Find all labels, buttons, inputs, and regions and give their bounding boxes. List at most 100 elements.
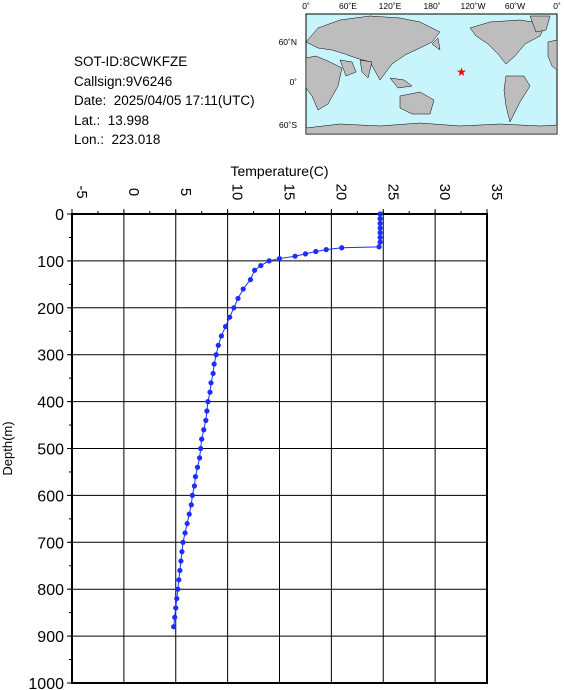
y-tick-label: 600 — [37, 488, 64, 505]
profile-point — [207, 389, 213, 395]
temperature-profile-series — [171, 211, 383, 630]
profile-point — [210, 370, 216, 377]
greenland-landmass — [529, 15, 551, 33]
profile-point — [204, 408, 210, 414]
y-axis-ticks: 0 100 200 300 400 500 600 700 800 900 1000 — [28, 207, 72, 690]
profile-point — [292, 253, 298, 259]
profile-point — [203, 417, 209, 423]
y-tick-label: 1000 — [28, 676, 64, 690]
profile-point — [213, 352, 219, 358]
x-axis-ticks: -5 0 5 10 15 20 25 30 35 — [71, 184, 505, 214]
sot-id-text: SOT-ID:8CWKFZE — [74, 54, 188, 69]
india-landmass — [359, 59, 373, 79]
profile-point — [231, 305, 237, 311]
profile-point — [197, 455, 203, 461]
map-lat-tick: 0˚ — [289, 77, 297, 87]
profile-point — [180, 539, 186, 545]
north-america-landmass — [469, 19, 547, 65]
profile-point — [247, 277, 254, 283]
south-america-landmass — [503, 75, 531, 123]
x-tick-label: 15 — [281, 184, 298, 201]
map-lon-tick: 60˚E — [339, 1, 357, 11]
x-tick-label: 25 — [384, 184, 401, 201]
profile-point — [182, 530, 188, 536]
x-tick-label: -5 — [73, 185, 90, 198]
y-tick-label: 0 — [55, 207, 64, 224]
map-lat-tick: 60˚S — [279, 120, 297, 130]
location-map: 0˚ 60˚E 120˚E 180˚ 120˚W 60˚W 0˚ 60˚N 0˚… — [279, 1, 561, 135]
australia-landmass — [399, 91, 435, 115]
y-tick-label: 200 — [37, 301, 64, 318]
x-axis-title: Temperature(C) — [230, 163, 328, 179]
x-tick-label: 0 — [125, 188, 142, 196]
callsign-text: Callsign:9V6246 — [74, 73, 173, 89]
profile-point — [194, 464, 201, 470]
profile-point — [377, 220, 383, 226]
africa-landmass — [305, 55, 343, 111]
y-tick-label: 700 — [37, 535, 64, 552]
profile-point — [192, 474, 199, 480]
map-land — [305, 15, 558, 135]
eurasia-landmass — [305, 15, 441, 81]
profile-point — [176, 577, 182, 583]
profile-point — [252, 267, 258, 273]
profile-point — [377, 230, 383, 236]
profile-point — [222, 323, 229, 330]
map-lat-ticks: 60˚N 0˚ 60˚S — [279, 37, 298, 130]
map-lat-tick: 60˚N — [279, 37, 297, 47]
profile-point — [199, 436, 205, 442]
profile-point — [188, 502, 194, 508]
x-tick-label: 5 — [177, 188, 194, 196]
profile-point — [276, 255, 283, 262]
x-tick-label: 30 — [436, 184, 453, 201]
profile-point — [376, 244, 382, 250]
profile-point — [186, 511, 192, 517]
profile-point — [177, 567, 183, 574]
profile-point — [201, 427, 207, 433]
y-axis-title: Depth(m) — [0, 421, 15, 475]
profile-point — [205, 399, 211, 405]
profile-point — [240, 286, 246, 292]
profile-point — [258, 262, 264, 269]
longitude-text: Lon.: 223.018 — [74, 132, 161, 147]
y-tick-label: 500 — [37, 442, 64, 459]
y-tick-label: 300 — [37, 348, 64, 365]
japan-landmass — [431, 37, 441, 51]
profile-point — [191, 483, 198, 489]
y-tick-label: 900 — [37, 629, 64, 646]
profile-point — [339, 245, 345, 251]
map-lon-tick: 120˚E — [379, 1, 402, 11]
x-tick-label: 10 — [229, 184, 246, 201]
profile-point — [171, 624, 177, 630]
profile-point — [215, 342, 221, 348]
profile-point — [235, 295, 241, 302]
profile-point — [208, 380, 214, 386]
antarctica-landmass — [305, 122, 558, 135]
southeast-asia-islands — [389, 77, 413, 89]
profile-point — [377, 211, 383, 217]
map-lon-tick: 60˚W — [505, 1, 525, 11]
profile-point — [377, 216, 383, 222]
y-tick-label: 400 — [37, 395, 64, 412]
y-tick-label: 800 — [37, 582, 64, 599]
y-tick-label: 100 — [37, 254, 64, 271]
arabia-landmass — [339, 59, 357, 77]
profile-point — [189, 492, 195, 498]
map-lon-tick: 120˚W — [460, 1, 485, 11]
x-tick-label: 35 — [488, 184, 505, 201]
map-lon-tick: 180˚ — [423, 1, 440, 11]
profile-point — [313, 248, 319, 255]
map-lon-tick: 0˚ — [302, 1, 310, 11]
profile-point — [377, 225, 383, 231]
profile-point — [323, 247, 329, 253]
profile-point — [211, 361, 217, 367]
profile-point — [184, 520, 190, 527]
profile-point — [302, 251, 309, 257]
profile-info: SOT-ID:8CWKFZE Callsign:9V6246 Date: 202… — [74, 52, 255, 150]
profile-point — [175, 586, 181, 592]
profile-point — [174, 595, 180, 602]
profile-point — [377, 234, 383, 241]
profile-point — [227, 314, 233, 320]
west-africa-edge — [547, 39, 558, 71]
